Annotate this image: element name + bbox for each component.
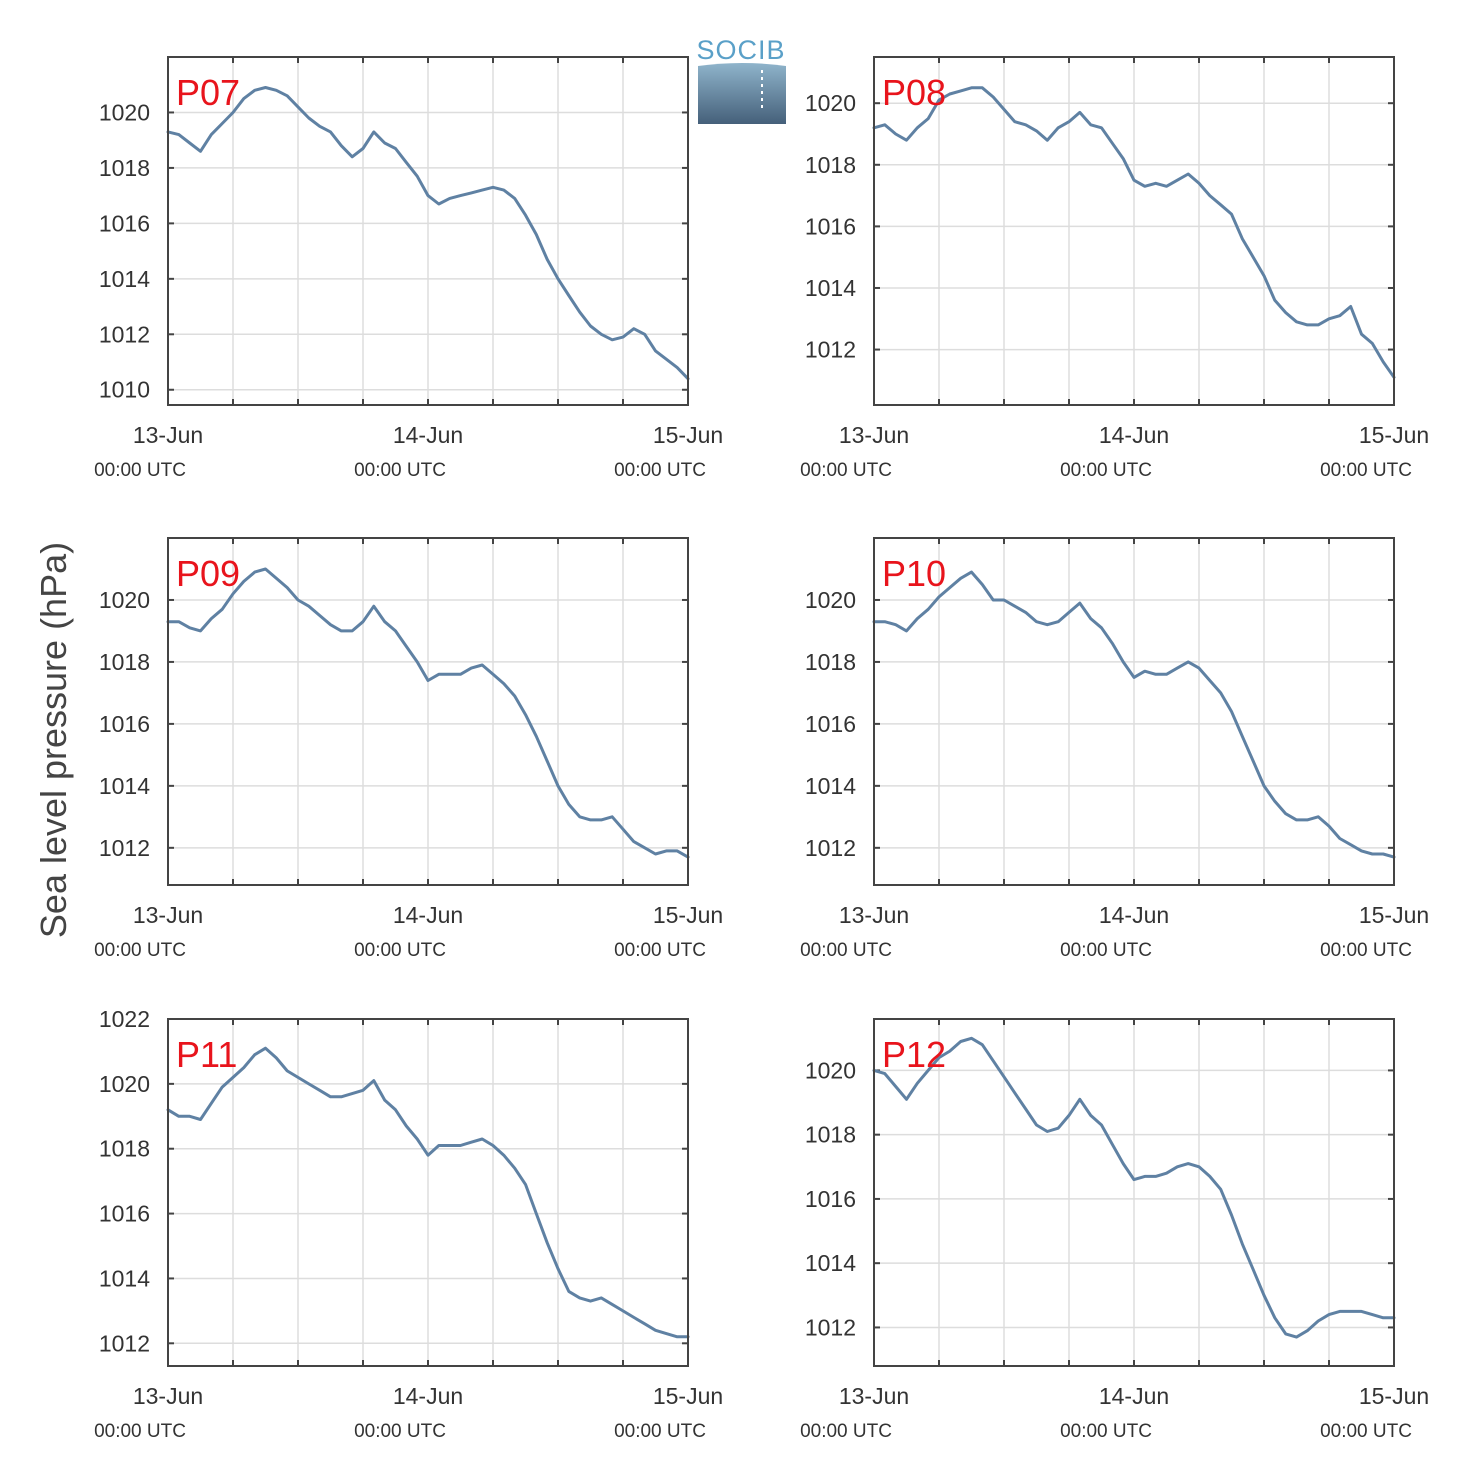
x-tick-label-date: 15-Jun [1359, 902, 1429, 928]
series-line-p08 [872, 86, 1396, 379]
y-tick-label: 1018 [99, 155, 150, 181]
plot-frame [167, 537, 689, 886]
x-tick-label-time: 00:00 UTC [354, 1421, 446, 1442]
x-tick-label-date: 14-Jun [1099, 902, 1169, 928]
x-tick-label-date: 13-Jun [133, 902, 203, 928]
panel-p07: 1010 1012 1014 1016 1018 1020 13-Jun 00:00 UTC 1… [94, 56, 723, 481]
x-tick-label-time: 00:00 UTC [614, 940, 706, 961]
station-label: P10 [882, 553, 946, 594]
y-tick-label: 1016 [99, 1201, 150, 1227]
y-tick-label: 1012 [99, 321, 150, 347]
x-tick-label-date: 14-Jun [393, 1383, 463, 1409]
x-tick-label-time: 00:00 UTC [354, 460, 446, 481]
y-tick-label: 1014 [99, 266, 150, 292]
x-tick-label-date: 15-Jun [653, 1383, 723, 1409]
x-tick-label-time: 00:00 UTC [1320, 940, 1412, 961]
y-tick-label: 1014 [805, 1250, 856, 1276]
x-tick-label-time: 00:00 UTC [1060, 940, 1152, 961]
x-tick-label-date: 14-Jun [393, 422, 463, 448]
y-tick-label: 1022 [99, 1006, 150, 1032]
x-tick-label-date: 13-Jun [839, 902, 909, 928]
panel-p11: 1012 1014 1016 1018 1020 1022 13-Jun 00:00 UTC 1… [94, 1006, 723, 1442]
x-tick-label-time: 00:00 UTC [94, 460, 186, 481]
series-line-p07 [166, 86, 690, 381]
x-tick-label-time: 00:00 UTC [800, 1421, 892, 1442]
y-tick-label: 1018 [805, 649, 856, 675]
station-label: P09 [176, 553, 240, 594]
y-tick-label: 1014 [99, 773, 150, 799]
y-tick-label: 1016 [805, 213, 856, 239]
y-tick-label: 1012 [805, 1314, 856, 1340]
y-tick-label: 1020 [99, 1071, 150, 1097]
y-tick-label: 1014 [805, 275, 856, 301]
y-tick-label: 1020 [99, 99, 150, 125]
y-tick-label: 1012 [805, 337, 856, 363]
y-tick-label: 1010 [99, 377, 150, 403]
series-line-p12 [872, 1036, 1396, 1339]
socib-logo-wave-icon [698, 63, 786, 124]
x-tick-label-time: 00:00 UTC [1060, 460, 1152, 481]
y-tick-label: 1016 [99, 711, 150, 737]
x-tick-label-date: 14-Jun [1099, 1383, 1169, 1409]
x-tick-label-date: 13-Jun [133, 422, 203, 448]
y-tick-label: 1016 [99, 210, 150, 236]
x-tick-label-time: 00:00 UTC [614, 460, 706, 481]
y-tick-label: 1014 [805, 773, 856, 799]
x-tick-label-date: 13-Jun [839, 1383, 909, 1409]
y-tick-label: 1020 [805, 587, 856, 613]
x-tick-label-date: 13-Jun [133, 1383, 203, 1409]
station-label: P07 [176, 72, 240, 113]
socib-logo: SOCIB [696, 35, 786, 124]
y-tick-label: 1012 [99, 835, 150, 861]
x-tick-label-time: 00:00 UTC [94, 940, 186, 961]
x-tick-label-time: 00:00 UTC [354, 940, 446, 961]
x-tick-label-time: 00:00 UTC [94, 1421, 186, 1442]
x-tick-label-time: 00:00 UTC [800, 940, 892, 961]
plot-frame [873, 56, 1395, 406]
station-label: P11 [176, 1034, 237, 1075]
x-tick-label-time: 00:00 UTC [614, 1421, 706, 1442]
series-line-p10 [872, 570, 1396, 859]
x-tick-label-date: 13-Jun [839, 422, 909, 448]
y-tick-label: 1018 [99, 649, 150, 675]
station-label: P08 [882, 72, 946, 113]
y-tick-label: 1012 [805, 835, 856, 861]
y-tick-label: 1014 [99, 1265, 150, 1291]
panel-p12: 1012 1014 1016 1018 1020 13-Jun 00:00 UTC 14-Ju… [800, 1018, 1429, 1442]
panel-p09: 1012 1014 1016 1018 1020 13-Jun 00:00 UTC 14-Ju… [94, 537, 723, 961]
socib-logo-text: SOCIB [696, 35, 785, 65]
y-tick-label: 1020 [99, 587, 150, 613]
x-tick-label-date: 14-Jun [393, 902, 463, 928]
panel-p10: 1012 1014 1016 1018 1020 13-Jun 00:00 UTC 14-Ju… [800, 537, 1429, 961]
station-label: P12 [882, 1034, 946, 1075]
x-tick-label-time: 00:00 UTC [1320, 460, 1412, 481]
y-tick-label: 1018 [99, 1136, 150, 1162]
y-tick-label: 1018 [805, 1122, 856, 1148]
y-tick-label: 1012 [99, 1330, 150, 1356]
y-tick-label: 1018 [805, 152, 856, 178]
x-tick-label-date: 14-Jun [1099, 422, 1169, 448]
y-axis-label: Sea level pressure (hPa) [33, 542, 74, 938]
plot-frame [873, 1018, 1395, 1367]
x-tick-label-time: 00:00 UTC [1060, 1421, 1152, 1442]
x-tick-label-time: 00:00 UTC [800, 460, 892, 481]
panel-p08: 1012 1014 1016 1018 1020 13-Jun 00:00 UTC 14-Ju… [800, 56, 1429, 481]
x-tick-label-date: 15-Jun [1359, 422, 1429, 448]
x-tick-label-date: 15-Jun [653, 422, 723, 448]
y-tick-label: 1020 [805, 90, 856, 116]
x-tick-label-time: 00:00 UTC [1320, 1421, 1412, 1442]
plot-frame [873, 537, 1395, 886]
y-tick-label: 1016 [805, 1186, 856, 1212]
x-tick-label-date: 15-Jun [1359, 1383, 1429, 1409]
x-tick-label-date: 15-Jun [653, 902, 723, 928]
y-tick-label: 1016 [805, 711, 856, 737]
y-tick-label: 1020 [805, 1057, 856, 1083]
series-line-p11 [166, 1046, 690, 1339]
plot-frame [167, 1018, 689, 1367]
plot-frame [167, 56, 689, 406]
series-line-p09 [166, 567, 690, 859]
